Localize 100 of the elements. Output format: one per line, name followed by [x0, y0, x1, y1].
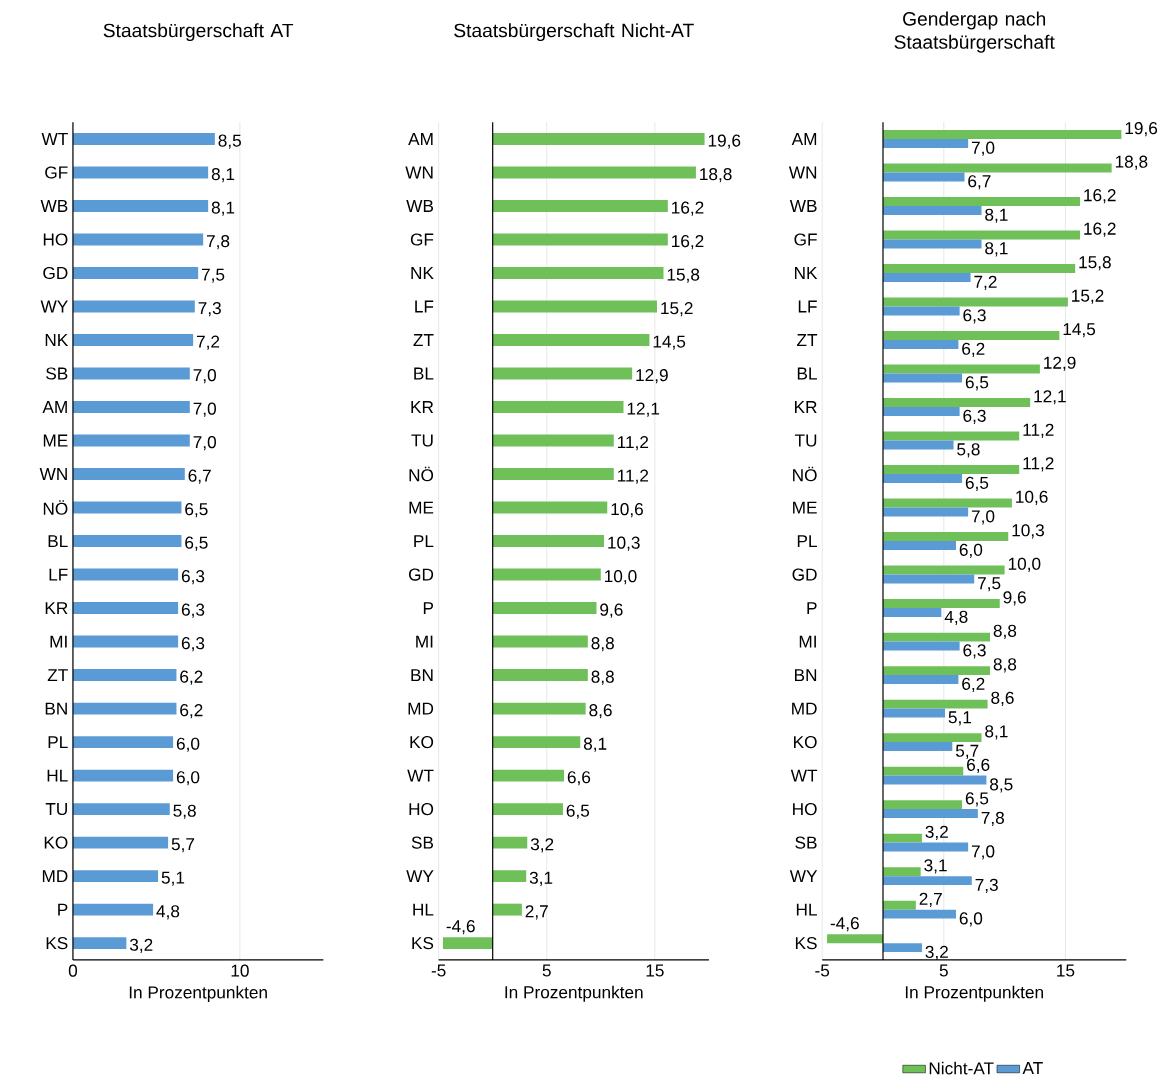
y-tick-label: HO [409, 802, 434, 816]
y-tick-label: SB [795, 836, 817, 849]
y-tick-label: BN [411, 669, 433, 681]
y-tick-label: WB [789, 200, 817, 212]
y-tick-label: MI [799, 635, 816, 648]
bar [492, 635, 588, 648]
bar [883, 876, 972, 886]
data-label: 7,8 [981, 811, 1004, 826]
data-label: 7,5 [201, 268, 225, 283]
data-label: 6,2 [180, 704, 203, 719]
data-label: 11,2 [1023, 457, 1054, 472]
bar [883, 297, 1068, 307]
bar [72, 367, 190, 380]
bar [883, 742, 953, 752]
bar [883, 809, 978, 819]
y-tick-label: GD [43, 266, 68, 280]
data-label: 6,3 [963, 309, 986, 324]
y-tick-label: WY [40, 300, 68, 313]
y-tick-label: GD [408, 568, 434, 581]
y-tick-label: KR [45, 602, 68, 614]
bar [883, 900, 916, 910]
bar [883, 608, 942, 617]
y-tick-label: WB [40, 200, 68, 212]
data-label: 3,2 [925, 825, 948, 840]
data-label: 3,2 [530, 838, 554, 853]
y-tick-label: LF [49, 568, 68, 581]
y-tick-label: KS [795, 937, 817, 950]
x-tick-label: 15 [1057, 964, 1075, 977]
data-label: 10,3 [608, 536, 640, 551]
y-tick-label: AM [408, 133, 433, 145]
data-label: -4,6 [830, 917, 859, 932]
data-label: 3,2 [925, 945, 948, 960]
y-tick-label: GD [792, 568, 817, 581]
bar [492, 836, 528, 849]
data-label: 8,1 [985, 725, 1008, 740]
bar [72, 401, 190, 413]
data-label: 8,8 [591, 637, 614, 652]
x-tick-label: 15 [646, 964, 664, 977]
bar [72, 803, 170, 816]
data-label: 12,1 [1034, 390, 1066, 405]
y-tick-label: PL [48, 736, 68, 748]
chart-title: Gendergap nach Staatsbürgerschaft [894, 11, 1055, 53]
y-tick-label: TU [45, 803, 67, 816]
bar [883, 541, 956, 550]
data-label: 8,1 [583, 737, 607, 752]
data-label: 6,0 [959, 912, 983, 927]
bar [492, 267, 664, 279]
data-label: 14,5 [1063, 323, 1096, 338]
y-tick-label: ZT [797, 334, 818, 346]
bar [492, 736, 581, 749]
data-label: 7,0 [193, 436, 216, 451]
y-tick-label: GF [410, 233, 434, 246]
data-label: 2,7 [919, 892, 942, 907]
bar [883, 867, 921, 877]
bar [883, 574, 975, 584]
data-label: 16,2 [1084, 222, 1116, 237]
bar [883, 842, 969, 852]
bar [72, 334, 194, 346]
data-label: 14,5 [653, 335, 686, 350]
bar [72, 937, 127, 950]
legend-label: AT [1022, 1062, 1043, 1074]
bar [883, 407, 960, 416]
data-label: 7,0 [971, 845, 995, 860]
bar [492, 501, 608, 514]
data-label: 12,1 [627, 402, 660, 417]
data-label: 7,8 [206, 234, 230, 250]
data-label: 6,2 [962, 342, 985, 357]
bar [492, 702, 586, 715]
data-label: 18,8 [700, 167, 732, 183]
bar [492, 166, 696, 179]
bar [883, 766, 964, 776]
legend-label: Nicht-AT [929, 1061, 994, 1075]
data-label: 6,5 [185, 536, 208, 551]
bar [72, 267, 199, 279]
data-label: 4,8 [944, 610, 968, 625]
bar [883, 465, 1020, 475]
y-tick-label: KO [410, 735, 434, 749]
data-label: 7,0 [971, 141, 995, 156]
bar [72, 233, 204, 246]
data-label: 16,2 [672, 201, 704, 216]
y-tick-label: AM [42, 401, 67, 413]
y-tick-label: PL [414, 535, 434, 547]
bar [492, 602, 597, 614]
bar [883, 272, 971, 282]
y-tick-label: KO [44, 836, 68, 849]
y-tick-label: P [807, 602, 817, 614]
data-label: 18,8 [1115, 155, 1148, 170]
y-tick-label: BN [45, 702, 67, 715]
bar [883, 498, 1012, 508]
bar [883, 565, 1005, 575]
data-label: 8,5 [990, 778, 1013, 793]
bar [883, 138, 969, 148]
bar [72, 769, 174, 782]
bar [883, 339, 959, 349]
data-label: 7,3 [975, 878, 998, 893]
bar [883, 532, 1009, 542]
y-tick-label: MD [42, 870, 68, 883]
data-label: 8,8 [993, 658, 1017, 673]
x-tick-label: 5 [542, 964, 551, 977]
bar [883, 666, 991, 676]
